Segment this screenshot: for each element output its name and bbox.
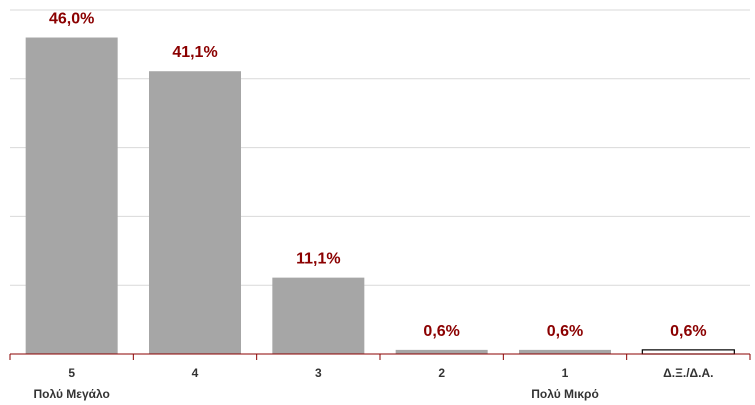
category-label: Δ.Ξ./Δ.Α. [663, 366, 713, 380]
category-label: 1 [562, 366, 569, 380]
category-label: 5 [68, 366, 75, 380]
bar-1 [519, 349, 611, 354]
bar-3 [272, 277, 365, 354]
data-label: 0,6% [670, 323, 706, 340]
bars [25, 37, 735, 355]
bar-2 [395, 349, 488, 354]
category-sublabel: Πολύ Μεγάλο [33, 387, 109, 401]
category-labels: 5 4 3 2 1 Δ.Ξ./Δ.Α. [68, 366, 713, 380]
data-label: 0,6% [547, 323, 583, 340]
bar-Δ.Ξ./Δ.Α. [641, 349, 735, 355]
data-labels: 46,0% 41,1% 11,1% 0,6% 0,6% 0,6% [49, 11, 707, 340]
x-axis-ticks [9, 354, 751, 360]
data-label: 41,1% [172, 44, 217, 61]
category-sublabel: Πολύ Μικρό [531, 387, 599, 401]
bar-5 [25, 37, 118, 355]
category-label: 2 [438, 366, 445, 380]
category-sublabels: Πολύ Μεγάλο Πολύ Μικρό [33, 387, 598, 401]
bar-4 [149, 71, 241, 355]
gridlines [10, 9, 750, 286]
data-label: 11,1% [296, 251, 340, 268]
data-label: 0,6% [423, 323, 459, 340]
category-label: 3 [315, 366, 322, 380]
data-label: 46,0% [49, 11, 94, 28]
category-label: 4 [192, 366, 199, 380]
